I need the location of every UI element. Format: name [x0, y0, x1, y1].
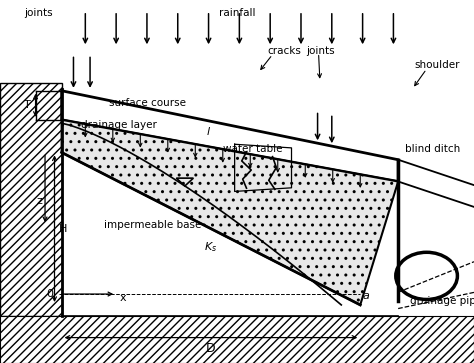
Text: impermeable base: impermeable base: [104, 220, 201, 230]
Text: H: H: [59, 224, 68, 234]
Text: T: T: [24, 100, 30, 110]
Text: rainfall: rainfall: [219, 8, 255, 18]
Text: water table: water table: [223, 144, 283, 154]
Text: x: x: [120, 293, 127, 303]
Polygon shape: [62, 91, 398, 182]
Text: l: l: [207, 127, 210, 137]
Polygon shape: [0, 316, 474, 363]
Text: joints: joints: [306, 46, 334, 56]
Text: blind ditch: blind ditch: [405, 144, 461, 154]
Text: surface course: surface course: [109, 98, 186, 109]
Polygon shape: [62, 120, 398, 305]
Text: cracks: cracks: [268, 46, 301, 56]
Text: shoulder: shoulder: [415, 60, 460, 70]
Text: 0: 0: [46, 289, 53, 299]
Text: z: z: [36, 196, 42, 206]
Text: D: D: [206, 342, 216, 355]
Text: $K_s$: $K_s$: [204, 240, 217, 254]
Polygon shape: [0, 83, 62, 316]
Text: drainage layer: drainage layer: [81, 120, 156, 130]
Text: joints: joints: [24, 8, 52, 18]
Text: a: a: [363, 291, 370, 301]
Text: drainage pipe: drainage pipe: [410, 296, 474, 306]
